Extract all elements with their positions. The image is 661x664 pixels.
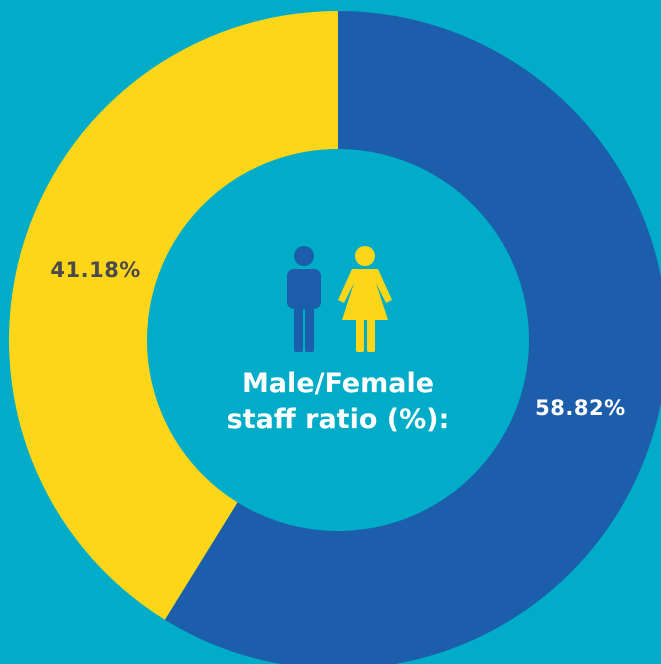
donut-segment [9,11,339,620]
gender-icons [287,246,392,352]
chart-title: Male/Female staff ratio (%): [226,368,450,435]
value-label: 58.82% [535,396,625,420]
value-label: 41.18% [50,258,140,282]
donut-segment [164,11,661,664]
male-icon [287,246,321,352]
female-icon [338,246,392,352]
